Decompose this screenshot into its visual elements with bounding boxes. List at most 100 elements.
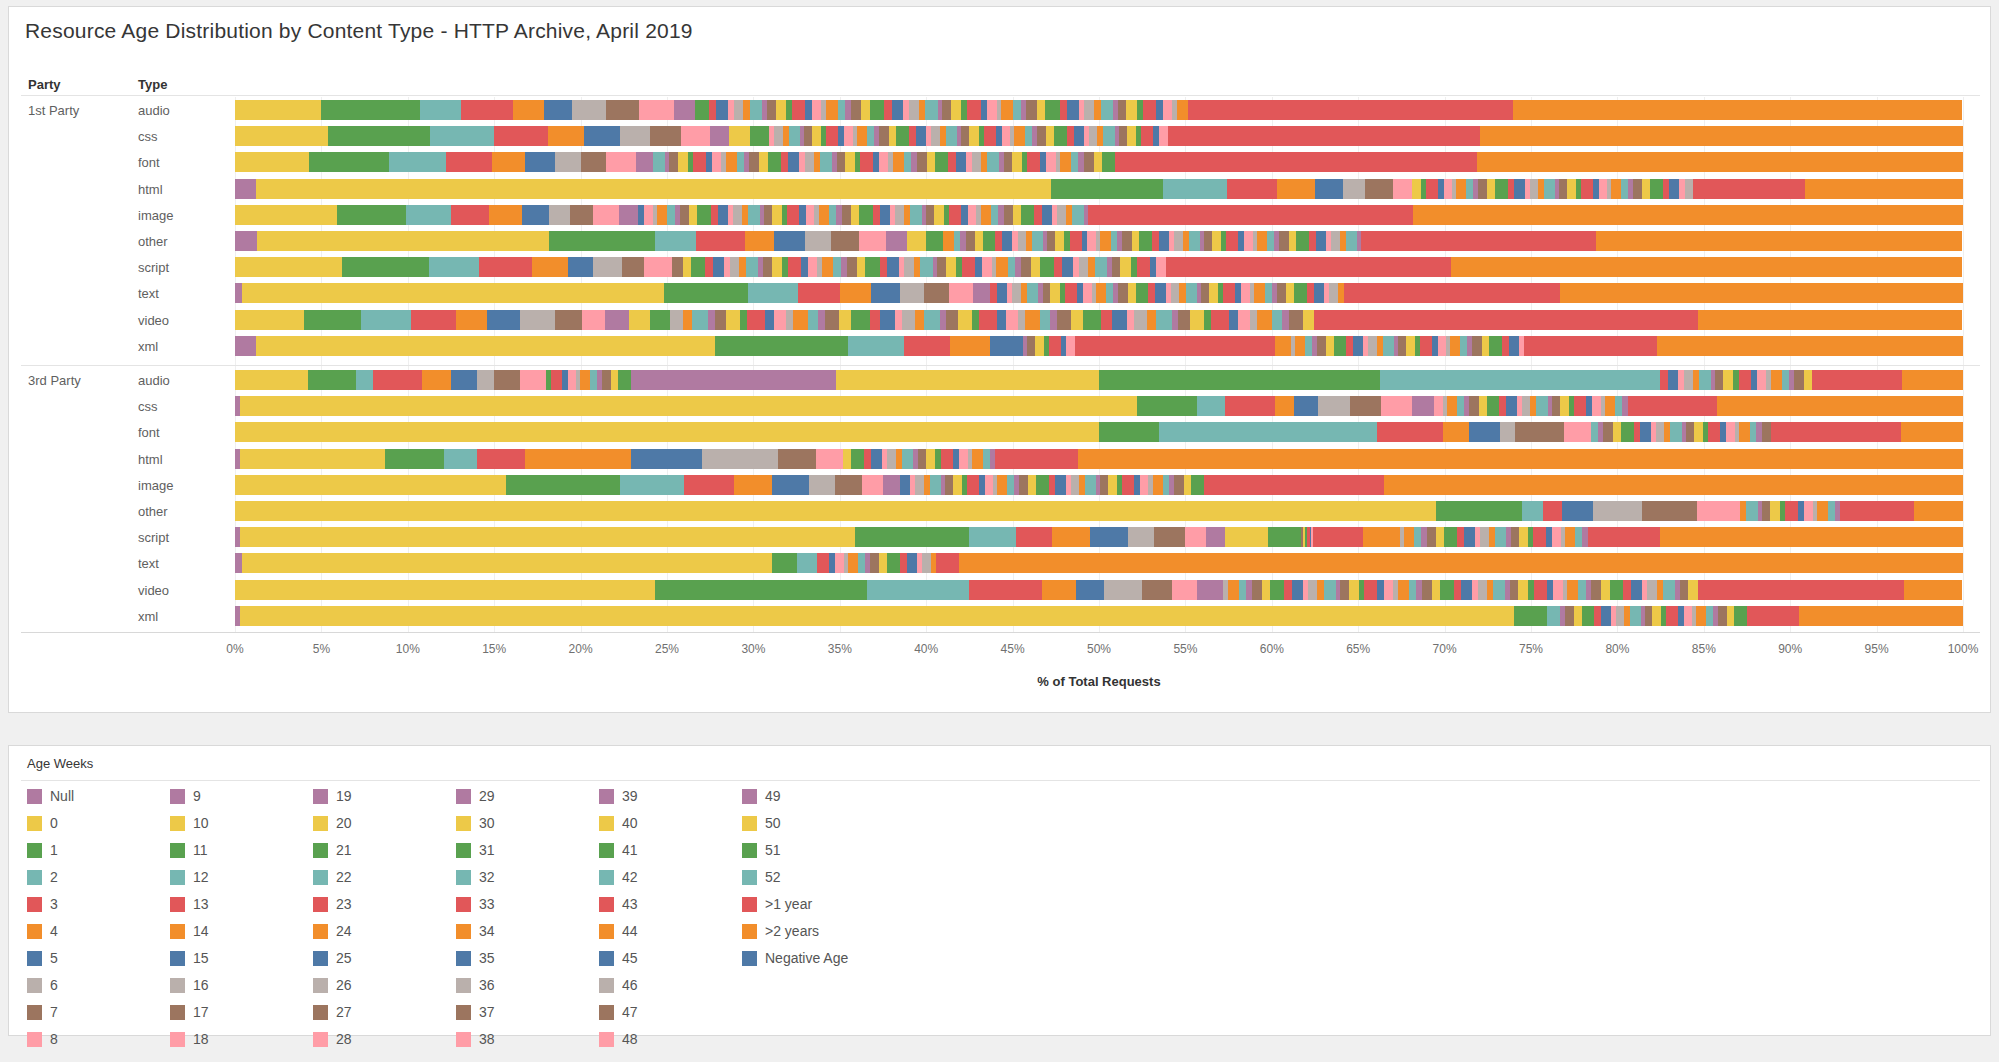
bar-segment-micro[interactable] [1019, 475, 1028, 495]
bar-segment-micro[interactable] [851, 100, 861, 120]
bar-segment-micro[interactable] [1127, 310, 1135, 330]
row-label-type[interactable]: video [138, 583, 169, 598]
bar-segment[interactable] [451, 205, 489, 225]
legend-item[interactable]: 3 [27, 896, 58, 912]
bar-segment[interactable] [525, 449, 630, 469]
bar-segment-micro[interactable] [887, 257, 898, 277]
bar-segment-micro[interactable] [740, 310, 748, 330]
bar-segment-micro[interactable] [920, 257, 932, 277]
bar-segment[interactable] [816, 449, 844, 469]
bar-segment-micro[interactable] [900, 553, 907, 573]
bar-segment-micro[interactable] [907, 553, 917, 573]
bar-segment-micro[interactable] [1434, 396, 1443, 416]
bar-segment[interactable] [444, 449, 477, 469]
bar-segment-micro[interactable] [1014, 126, 1024, 146]
bar-segment-micro[interactable] [1002, 231, 1012, 251]
bar-segment-micro[interactable] [1028, 475, 1036, 495]
bar-segment[interactable] [235, 152, 309, 172]
bar-segment[interactable] [235, 422, 1099, 442]
bar-segment-micro[interactable] [848, 553, 858, 573]
bar-segment-micro[interactable] [1533, 527, 1545, 547]
bar-segment-micro[interactable] [1140, 475, 1148, 495]
bar-segment-micro[interactable] [958, 310, 972, 330]
bar-segment-micro[interactable] [1050, 283, 1059, 303]
bar-segment[interactable] [572, 100, 607, 120]
bar-segment-micro[interactable] [1060, 100, 1068, 120]
bar-segment-micro[interactable] [1660, 370, 1667, 390]
bar-segment-micro[interactable] [1191, 475, 1204, 495]
bar-segment-micro[interactable] [1042, 205, 1053, 225]
bar-segment-micro[interactable] [990, 283, 997, 303]
row-label-type[interactable]: css [138, 129, 158, 144]
bar-segment-micro[interactable] [680, 205, 690, 225]
bar-segment[interactable] [619, 205, 638, 225]
bar-segment-micro[interactable] [1062, 257, 1073, 277]
bar-segment-micro[interactable] [997, 475, 1007, 495]
bar-segment-micro[interactable] [1804, 370, 1812, 390]
row-label-type[interactable]: script [138, 260, 169, 275]
legend-item[interactable]: 29 [456, 788, 495, 804]
bar-segment-micro[interactable] [750, 100, 762, 120]
bar-segment-micro[interactable] [670, 310, 683, 330]
legend-item[interactable]: 38 [456, 1031, 495, 1047]
bar-segment-micro[interactable] [1008, 257, 1016, 277]
bar-segment-micro[interactable] [835, 553, 844, 573]
bar-segment-micro[interactable] [718, 205, 729, 225]
row-label-type[interactable]: html [138, 182, 163, 197]
bar-segment-micro[interactable] [1817, 501, 1828, 521]
bar-segment-micro[interactable] [1171, 283, 1180, 303]
bar-segment-micro[interactable] [915, 475, 923, 495]
bar-segment[interactable] [406, 205, 451, 225]
bar-segment[interactable] [477, 370, 494, 390]
bar-segment-micro[interactable] [1147, 310, 1156, 330]
legend-item[interactable]: 15 [170, 950, 209, 966]
bar-segment-micro[interactable] [1204, 310, 1212, 330]
bar-segment-micro[interactable] [1032, 231, 1043, 251]
bar-segment[interactable] [570, 205, 592, 225]
bar-segment-micro[interactable] [953, 475, 962, 495]
bar-segment[interactable] [1123, 152, 1477, 172]
bar-segment[interactable] [1168, 126, 1481, 146]
bar-segment-micro[interactable] [1640, 422, 1650, 442]
bar-segment-micro[interactable] [1444, 527, 1457, 547]
bar-segment[interactable] [995, 449, 1078, 469]
bar-segment-micro[interactable] [1454, 580, 1461, 600]
legend-item[interactable]: 24 [313, 923, 352, 939]
bar-segment-micro[interactable] [1212, 231, 1221, 251]
bar-segment-micro[interactable] [1726, 422, 1735, 442]
bar-segment[interactable] [772, 475, 808, 495]
bar-segment-micro[interactable] [927, 152, 935, 172]
bar-segment-micro[interactable] [1112, 257, 1121, 277]
bar-segment-micro[interactable] [900, 475, 910, 495]
bar-segment-micro[interactable] [1070, 231, 1082, 251]
bar-segment-micro[interactable] [1694, 422, 1703, 442]
bar-segment-micro[interactable] [1307, 283, 1314, 303]
bar-segment-micro[interactable] [1189, 231, 1200, 251]
bar-segment-micro[interactable] [915, 310, 924, 330]
bar-segment-micro[interactable] [734, 100, 744, 120]
bar-segment-micro[interactable] [1509, 336, 1519, 356]
bar-segment-micro[interactable] [1666, 606, 1678, 626]
bar-segment-micro[interactable] [909, 100, 919, 120]
bar-segment-micro[interactable] [1139, 231, 1152, 251]
bar-segment[interactable] [235, 231, 257, 251]
bar-segment-micro[interactable] [1021, 257, 1031, 277]
bar-segment-micro[interactable] [1101, 100, 1113, 120]
bar-segment[interactable] [1443, 422, 1469, 442]
bar-segment-micro[interactable] [930, 475, 941, 495]
bar-segment-micro[interactable] [1680, 580, 1688, 600]
bar-segment-micro[interactable] [1094, 152, 1102, 172]
column-header-type[interactable]: Type [138, 77, 167, 92]
bar-segment-micro[interactable] [1150, 257, 1157, 277]
bar-segment[interactable] [606, 100, 639, 120]
bar-segment-micro[interactable] [789, 126, 800, 146]
bar-segment[interactable] [1350, 396, 1381, 416]
bar-segment-micro[interactable] [1074, 126, 1084, 146]
bar-segment-micro[interactable] [1152, 231, 1159, 251]
bar-segment-micro[interactable] [1631, 580, 1642, 600]
bar-segment-micro[interactable] [1623, 580, 1630, 600]
bar-segment-micro[interactable] [1422, 580, 1432, 600]
bar-segment[interactable] [256, 179, 1051, 199]
bar-segment-micro[interactable] [982, 257, 991, 277]
bar-segment-micro[interactable] [880, 205, 891, 225]
